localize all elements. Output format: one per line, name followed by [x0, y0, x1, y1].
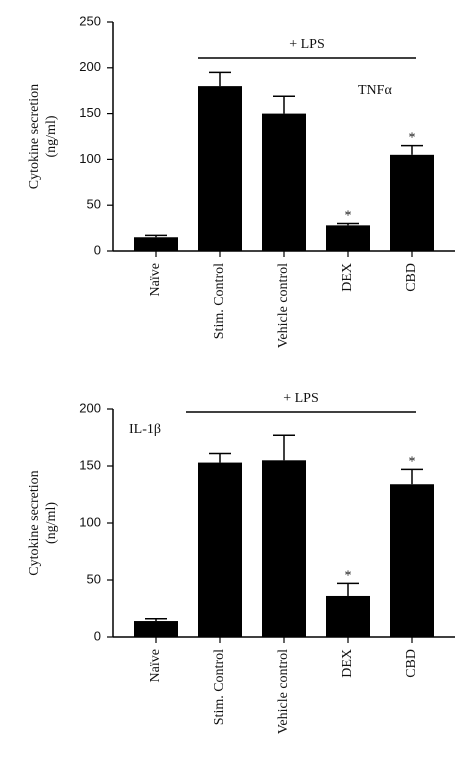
y-axis-label: Cytokine secretion: [27, 84, 42, 189]
y-tick-label: 150: [79, 105, 101, 120]
x-tick-label: DEX: [340, 649, 355, 678]
x-tick-label: CBD: [404, 649, 419, 678]
x-tick-label: Stim. Control: [212, 263, 227, 339]
x-tick-label: CBD: [404, 263, 419, 292]
significance-marker: *: [345, 209, 352, 224]
significance-marker: *: [409, 131, 416, 146]
bar: [198, 462, 242, 637]
y-tick-label: 100: [79, 514, 101, 529]
lps-label: + LPS: [283, 391, 319, 406]
y-tick-label: 50: [87, 571, 101, 586]
bar: [134, 237, 178, 251]
significance-marker: *: [345, 568, 352, 583]
x-tick-label: DEX: [340, 263, 355, 292]
bar: [134, 621, 178, 637]
y-axis-label: (ng/ml): [44, 115, 59, 157]
x-tick-label: Vehicle control: [276, 263, 291, 348]
panel-label: TNFα: [358, 83, 392, 98]
bar: [326, 225, 370, 251]
y-tick-label: 100: [79, 151, 101, 166]
bar: [326, 595, 370, 637]
x-tick-label: Naïve: [148, 649, 163, 682]
y-tick-label: 50: [87, 197, 101, 212]
y-tick-label: 0: [94, 242, 101, 257]
x-tick-label: Naïve: [148, 263, 163, 296]
bar: [390, 484, 434, 637]
panel-label: IL-1β: [129, 422, 161, 437]
y-tick-label: 200: [79, 59, 101, 74]
lps-label: + LPS: [289, 37, 325, 52]
x-tick-label: Stim. Control: [212, 649, 227, 725]
y-tick-label: 0: [94, 628, 101, 643]
y-axis-label: Cytokine secretion: [27, 470, 42, 575]
y-tick-label: 250: [79, 13, 101, 28]
y-tick-label: 200: [79, 400, 101, 415]
y-axis-label: (ng/ml): [44, 502, 59, 544]
y-tick-label: 150: [79, 457, 101, 472]
significance-marker: *: [409, 454, 416, 469]
bar: [390, 154, 434, 251]
bar: [262, 460, 306, 637]
x-tick-label: Vehicle control: [276, 649, 291, 734]
bar: [198, 86, 242, 252]
bar: [262, 113, 306, 251]
